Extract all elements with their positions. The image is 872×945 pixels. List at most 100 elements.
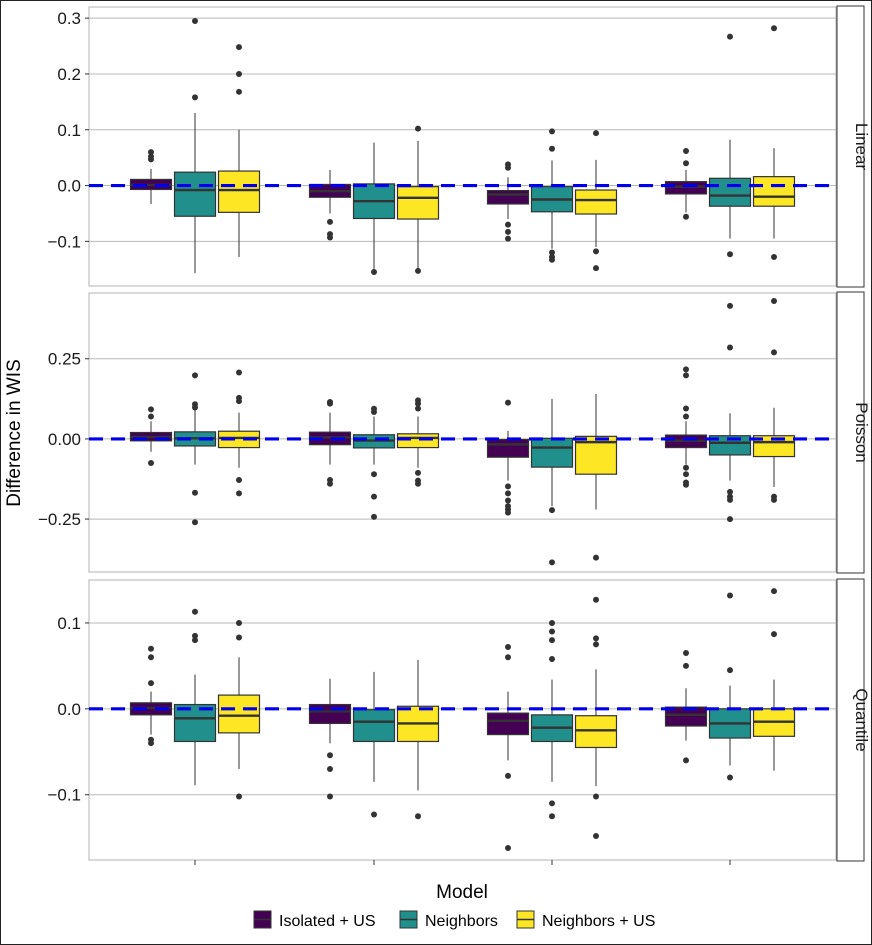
- box-isolated-us: [486, 189, 530, 205]
- outlier-point: [727, 302, 733, 309]
- outlier-point: [549, 145, 555, 152]
- outlier-point: [371, 811, 377, 818]
- outlier-point: [505, 483, 511, 490]
- facet-label-linear: Linear: [852, 123, 871, 171]
- outlier-point: [415, 405, 421, 412]
- box-isolated-us: [486, 438, 530, 458]
- outlier-point: [236, 44, 242, 51]
- outlier-point: [415, 480, 421, 487]
- outlier-point: [148, 459, 154, 466]
- outlier-point: [683, 413, 689, 420]
- outlier-point: [593, 641, 599, 648]
- outlier-point: [236, 70, 242, 77]
- box-neighbors: [708, 177, 752, 207]
- outlier-point: [192, 608, 198, 615]
- outlier-point: [415, 397, 421, 404]
- outlier-point: [727, 344, 733, 351]
- outlier-point: [192, 489, 198, 496]
- y-tick-label: 0.25: [48, 350, 81, 369]
- legend-title: Model: [436, 882, 488, 903]
- outlier-point: [593, 596, 599, 603]
- outlier-point: [771, 496, 777, 503]
- box-neighbors: [530, 437, 574, 468]
- outlier-point: [505, 161, 511, 168]
- outlier-point: [505, 497, 511, 504]
- outlier-point: [371, 471, 377, 478]
- outlier-point: [236, 490, 242, 497]
- box-neighbors-us: [752, 435, 796, 458]
- y-tick-label: 0.2: [57, 65, 81, 84]
- outlier-point: [505, 772, 511, 779]
- outlier-point: [771, 588, 777, 595]
- facet-label-quantile: Quantile: [852, 688, 871, 751]
- outlier-point: [192, 372, 198, 379]
- outlier-point: [727, 592, 733, 599]
- outlier-point: [327, 234, 333, 241]
- outlier-point: [593, 832, 599, 839]
- outlier-point: [683, 471, 689, 478]
- outlier-point: [148, 680, 154, 687]
- outlier-point: [593, 554, 599, 561]
- box-neighbors-us: [396, 186, 440, 220]
- outlier-point: [505, 235, 511, 242]
- outlier-point: [683, 405, 689, 412]
- outlier-point: [727, 516, 733, 523]
- outlier-point: [549, 656, 555, 663]
- outlier-point: [683, 366, 689, 373]
- outlier-point: [549, 256, 555, 263]
- outlier-point: [505, 844, 511, 851]
- outlier-point: [549, 800, 555, 807]
- outlier-point: [549, 249, 555, 256]
- outlier-point: [327, 752, 333, 759]
- outlier-point: [727, 496, 733, 503]
- outlier-point: [148, 153, 154, 160]
- facet-strip: [836, 291, 865, 574]
- outlier-point: [327, 765, 333, 772]
- y-tick-label: −0.1: [47, 232, 81, 251]
- outlier-point: [727, 251, 733, 258]
- facet-strip: [836, 578, 865, 862]
- outlier-point: [236, 476, 242, 483]
- y-tick-label: −0.25: [38, 510, 81, 529]
- outlier-point: [771, 349, 777, 356]
- outlier-point: [505, 221, 511, 228]
- outlier-point: [771, 25, 777, 32]
- panel-linear: [88, 6, 837, 287]
- box-isolated-us: [664, 706, 708, 727]
- box-neighbors: [173, 171, 217, 217]
- outlier-point: [415, 469, 421, 476]
- y-tick-label: −0.1: [47, 786, 81, 805]
- outlier-point: [593, 635, 599, 642]
- y-tick-label: 0.00: [48, 430, 81, 449]
- outlier-point: [371, 405, 377, 412]
- y-axis-label: Difference in WIS: [4, 359, 25, 506]
- outlier-point: [683, 213, 689, 220]
- outlier-point: [236, 369, 242, 376]
- outlier-point: [371, 493, 377, 500]
- outlier-point: [148, 406, 154, 413]
- outlier-point: [771, 253, 777, 260]
- outlier-point: [327, 399, 333, 406]
- outlier-point: [593, 793, 599, 800]
- outlier-point: [683, 147, 689, 154]
- outlier-point: [505, 399, 511, 406]
- y-tick-label: 0.1: [57, 614, 81, 633]
- outlier-point: [371, 513, 377, 520]
- outlier-point: [148, 654, 154, 661]
- box-isolated-us: [486, 712, 530, 736]
- outlier-point: [236, 88, 242, 95]
- outlier-point: [148, 645, 154, 652]
- box-neighbors-us: [752, 176, 796, 207]
- outlier-point: [371, 269, 377, 276]
- box-neighbors: [352, 709, 396, 743]
- outlier-point: [683, 650, 689, 657]
- outlier-point: [683, 160, 689, 167]
- box-neighbors: [173, 703, 217, 743]
- legend-label: Neighbors + US: [542, 913, 655, 930]
- box-neighbors-us: [217, 170, 261, 213]
- outlier-point: [683, 662, 689, 669]
- legend-label: Isolated + US: [279, 913, 376, 930]
- outlier-point: [549, 559, 555, 566]
- outlier-point: [549, 128, 555, 135]
- y-tick-label: 0.1: [57, 121, 81, 140]
